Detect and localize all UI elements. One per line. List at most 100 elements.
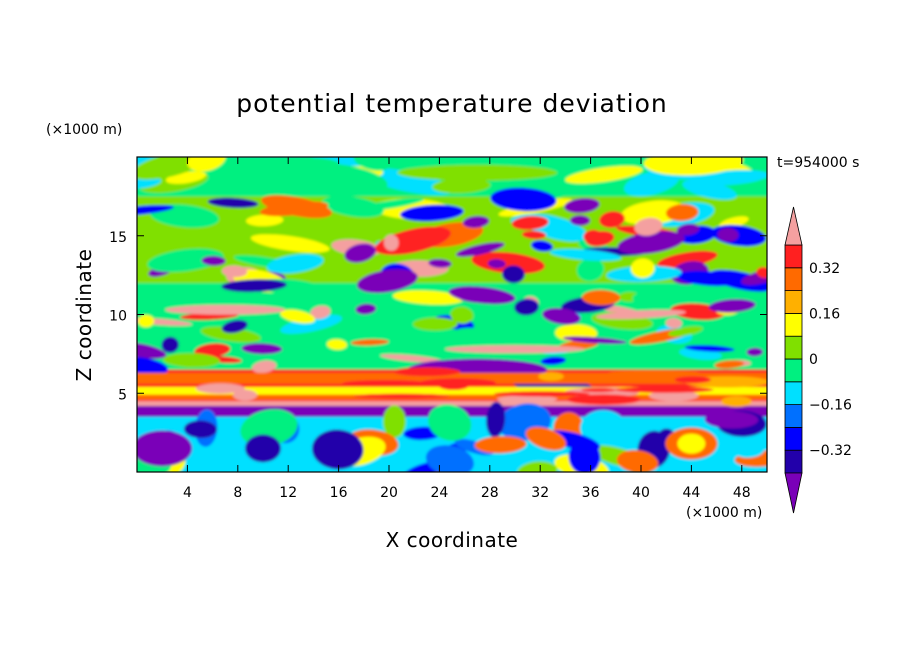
field-cell — [221, 265, 248, 278]
field-cell — [542, 307, 581, 325]
field-cell — [511, 215, 549, 230]
field-cell — [756, 266, 767, 279]
field-cell — [684, 345, 735, 352]
field-cell — [355, 303, 377, 315]
field-cell — [183, 420, 217, 439]
field-cell — [634, 217, 663, 236]
contour-field — [137, 157, 767, 472]
field-cell — [194, 343, 231, 358]
field-cell — [392, 367, 461, 377]
field-cell — [732, 439, 766, 458]
z-tick-label: 15 — [109, 230, 127, 246]
field-cell — [400, 204, 464, 222]
field-cell — [632, 292, 652, 305]
z-axis-ticks: 5 10 15 — [109, 230, 767, 403]
field-cell — [383, 234, 399, 251]
field-cell — [137, 157, 209, 180]
field-cell — [350, 339, 389, 346]
field-cell — [380, 354, 443, 363]
field-cell — [674, 376, 712, 384]
field-cell — [682, 179, 737, 200]
field-cell — [247, 157, 340, 176]
field-cell — [382, 405, 406, 438]
colorbar-segment — [784, 426, 803, 451]
colorbar-segment — [784, 267, 803, 291]
field-cell — [708, 298, 756, 313]
field-band — [137, 394, 767, 400]
field-cell — [457, 327, 506, 342]
field-cell — [246, 214, 284, 227]
field-cell — [525, 426, 567, 451]
field-cell — [200, 326, 261, 343]
field-cell — [643, 157, 744, 176]
field-cell — [251, 360, 277, 374]
field-cell — [569, 215, 591, 226]
field-cell — [649, 390, 699, 402]
field-cell — [353, 393, 450, 399]
field-cell — [195, 383, 245, 394]
field-cell — [137, 356, 169, 376]
field-cell — [412, 317, 458, 331]
field-cell — [392, 290, 464, 305]
z-axis-label: Z coordinate — [72, 249, 96, 382]
field-cell — [245, 434, 281, 463]
field-cell — [580, 410, 627, 447]
field-cell — [538, 371, 564, 381]
field-cell — [540, 356, 567, 365]
field-cell — [342, 380, 430, 387]
field-cell — [250, 234, 330, 253]
field-cell — [599, 211, 625, 228]
colorbar-extend-high — [784, 206, 803, 246]
field-cell — [462, 215, 490, 228]
field-cell — [717, 227, 739, 242]
x-tick-label: 44 — [682, 485, 700, 501]
field-cell — [581, 290, 621, 306]
colorbar: 0.32 0.16 0 −0.16 −0.32 — [784, 206, 852, 514]
field-cell — [568, 439, 601, 472]
x-tick-label: 16 — [330, 485, 348, 501]
field-cell — [322, 195, 384, 218]
x-axis-unit: (×1000 m) — [686, 505, 762, 521]
field-cell — [138, 315, 155, 328]
colorbar-label: −0.16 — [809, 398, 852, 414]
x-tick-label: 40 — [632, 485, 650, 501]
x-tick-label: 20 — [380, 485, 398, 501]
field-cell — [585, 230, 615, 247]
x-tick-label: 32 — [531, 485, 549, 501]
field-cell — [360, 167, 454, 196]
field-cell — [241, 343, 283, 355]
z-tick-label: 10 — [109, 309, 127, 325]
field-cell — [474, 436, 527, 454]
field-cell — [721, 396, 752, 407]
x-tick-label: 4 — [183, 485, 192, 501]
field-cell — [233, 389, 258, 401]
x-tick-label: 48 — [733, 485, 751, 501]
colorbar-label: 0.32 — [809, 261, 840, 277]
contour-fill — [137, 157, 767, 472]
field-cell — [581, 387, 616, 393]
field-cell — [445, 345, 585, 354]
time-label: t=954000 s — [777, 155, 859, 171]
colorbar-segment — [784, 358, 803, 383]
field-cell — [161, 336, 179, 353]
field-cell — [137, 430, 193, 467]
field-cell — [356, 269, 418, 294]
field-cell — [668, 326, 703, 337]
field-cell — [397, 164, 558, 181]
field-cell — [450, 306, 474, 324]
z-axis-unit: (×1000 m) — [46, 122, 122, 138]
field-cell — [616, 450, 659, 472]
field-cell — [514, 298, 540, 316]
field-cell — [187, 157, 226, 172]
field-cell — [280, 309, 316, 324]
colorbar-label: −0.32 — [809, 443, 852, 459]
colorbar-extend-low — [784, 472, 803, 514]
field-cell — [221, 319, 248, 334]
field-cell — [620, 200, 687, 225]
field-cell — [502, 265, 525, 284]
field-cell — [432, 178, 491, 194]
colorbar-segment — [784, 244, 803, 269]
field-cell — [179, 354, 198, 368]
colorbar-segment — [784, 335, 803, 360]
field-cell — [137, 342, 167, 359]
